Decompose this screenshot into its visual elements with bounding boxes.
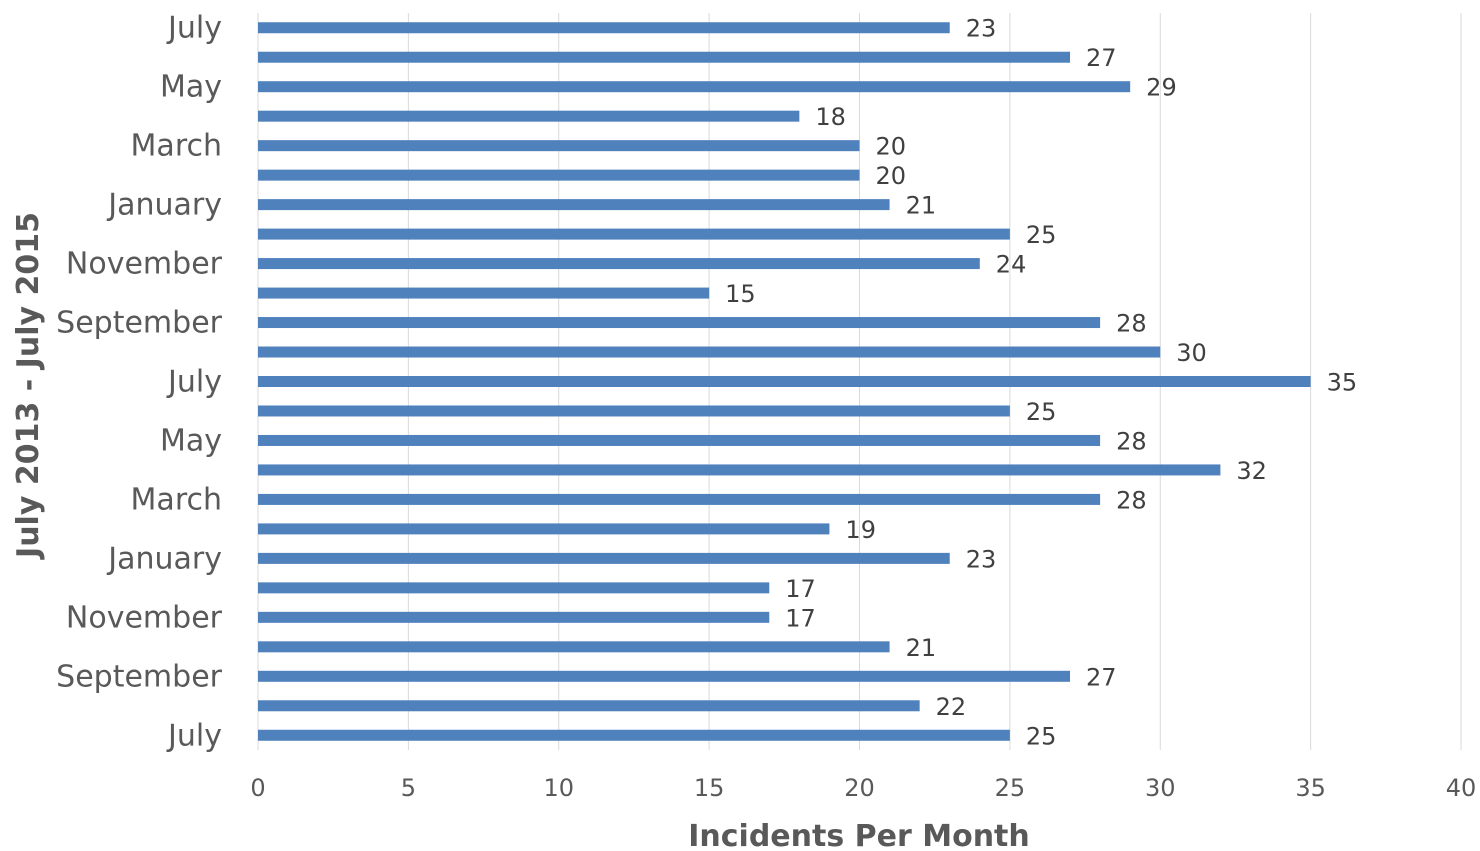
- data-label: 17: [785, 575, 816, 603]
- category-label: September: [56, 659, 222, 694]
- bar: [258, 700, 920, 712]
- data-label: 25: [1026, 398, 1057, 426]
- x-tick-label: 25: [995, 774, 1026, 802]
- data-label: 28: [1116, 486, 1147, 514]
- category-label: May: [160, 70, 222, 105]
- category-label: November: [66, 600, 223, 635]
- bars: [258, 22, 1311, 741]
- data-label: 24: [996, 251, 1027, 279]
- bar: [258, 258, 980, 270]
- bar: [258, 228, 1010, 240]
- x-tick-label: 10: [543, 774, 574, 802]
- category-label: January: [106, 541, 222, 576]
- bar: [258, 81, 1131, 93]
- category-label: May: [160, 423, 222, 458]
- data-label: 18: [815, 103, 846, 131]
- data-label: 27: [1086, 44, 1117, 72]
- bar: [258, 641, 890, 653]
- bar: [258, 611, 770, 623]
- data-label: 32: [1236, 457, 1267, 485]
- x-tick-label: 0: [250, 774, 265, 802]
- category-label: March: [131, 129, 222, 164]
- data-labels: 2522272117172319283228253530281524252120…: [725, 15, 1357, 751]
- category-labels: July September November January March May July…: [56, 11, 222, 754]
- data-label: 28: [1116, 310, 1147, 338]
- x-tick-labels: 0 5 10 15 20 25 30 35 40: [250, 774, 1476, 802]
- bar: [258, 729, 1010, 741]
- category-label: September: [56, 306, 222, 341]
- data-label: 21: [906, 192, 937, 220]
- category-label: July: [166, 11, 222, 46]
- data-label: 27: [1086, 663, 1117, 691]
- x-tick-label: 15: [694, 774, 725, 802]
- x-axis-title: Incidents Per Month: [688, 819, 1030, 851]
- data-label: 22: [936, 693, 967, 721]
- data-label: 35: [1327, 369, 1358, 397]
- category-label: July: [166, 718, 222, 753]
- bar: [258, 169, 860, 181]
- bar: [258, 51, 1071, 63]
- data-label: 20: [876, 162, 907, 190]
- bar: [258, 523, 830, 535]
- x-tick-label: 35: [1295, 774, 1326, 802]
- bar: [258, 22, 950, 34]
- data-label: 23: [966, 15, 997, 43]
- bar: [258, 376, 1311, 387]
- bar: [258, 405, 1010, 417]
- bar: [258, 670, 1071, 682]
- bar: [258, 140, 860, 152]
- y-axis-title: July 2013 - July 2015: [11, 212, 46, 560]
- bar: [258, 346, 1161, 358]
- data-label: 19: [845, 516, 876, 544]
- data-label: 25: [1026, 722, 1057, 750]
- x-tick-label: 20: [844, 774, 875, 802]
- bar: [258, 464, 1221, 476]
- bar: [258, 582, 770, 594]
- bar: [258, 493, 1101, 505]
- data-label: 30: [1176, 339, 1207, 367]
- x-tick-label: 30: [1145, 774, 1176, 802]
- bar: [258, 199, 890, 211]
- category-label: November: [66, 247, 223, 282]
- category-label: January: [106, 188, 222, 223]
- data-label: 17: [785, 604, 816, 632]
- data-label: 28: [1116, 427, 1147, 455]
- category-label: July: [166, 365, 222, 400]
- bar: [258, 434, 1101, 446]
- bar: [258, 110, 800, 122]
- x-tick-label: 5: [401, 774, 416, 802]
- data-label: 15: [725, 280, 756, 308]
- bar: [258, 552, 950, 564]
- bar: [258, 287, 710, 299]
- x-tick-label: 40: [1446, 774, 1477, 802]
- data-label: 20: [876, 133, 907, 161]
- data-label: 21: [906, 634, 937, 662]
- category-label: March: [131, 482, 222, 517]
- data-label: 23: [966, 545, 997, 573]
- data-label: 29: [1146, 74, 1177, 102]
- data-label: 25: [1026, 221, 1057, 249]
- bar: [258, 317, 1101, 329]
